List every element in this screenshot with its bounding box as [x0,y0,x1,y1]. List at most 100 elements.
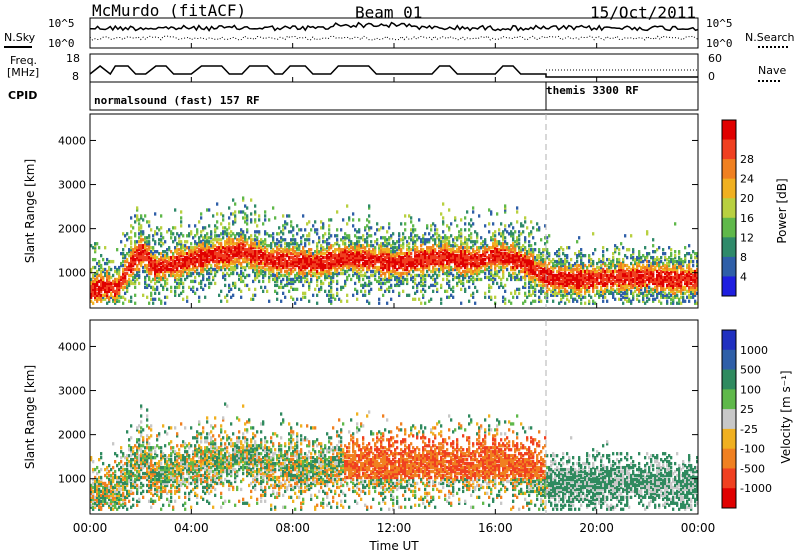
power-cell [528,255,531,260]
power-cell [272,261,275,266]
power-cell [652,297,655,301]
power-cell [254,240,257,244]
power-cell [490,273,493,278]
power-cell [518,250,521,254]
power-cell [486,255,489,260]
power-cell [498,248,501,252]
power-cell [154,267,157,272]
power-cell [498,242,501,246]
power-cell [448,226,451,230]
power-cell [358,271,361,276]
power-cell [646,283,649,288]
power-cell [494,255,497,260]
power-cell [648,277,651,282]
power-cell [490,285,493,290]
power-cell [346,250,349,254]
power-cell [474,263,477,268]
power-cell [556,285,559,290]
power-cell [566,259,569,264]
power-cell [612,271,615,276]
power-cell [436,273,439,278]
power-cell [184,263,187,268]
power-cell [404,263,407,268]
power-cell [126,232,129,236]
power-cell [132,259,135,264]
power-cell [340,259,343,264]
power-cell [126,257,129,262]
power-cell [488,285,491,290]
power-cell [222,236,225,240]
power-cell [538,253,541,258]
power-cell [154,265,157,270]
power-cell [264,261,267,266]
power-cell [450,267,453,272]
power-cell [506,267,509,272]
power-cell [120,261,123,266]
power-cell [136,267,139,272]
power-cell [466,244,469,248]
power-cell [408,293,411,297]
power-cell [150,261,153,266]
power-cell [414,291,417,295]
power-cell [416,261,419,266]
power-cell [560,261,563,266]
power-cell [142,253,145,258]
power-cell [464,259,467,264]
power-cell [576,291,579,295]
power-cell [490,263,493,268]
power-cell [110,293,113,297]
power-cell [382,259,385,264]
power-cell [154,240,157,244]
power-cell [352,259,355,264]
power-cell [300,267,303,272]
power-cell [134,275,137,280]
power-cell [234,283,237,288]
power-cell [152,252,155,256]
power-cell [326,242,329,246]
power-cell [288,289,291,293]
power-cell [164,279,167,284]
power-cell [622,285,625,290]
power-cell [182,281,185,286]
power-cell [138,253,141,258]
power-cell [312,293,315,297]
power-cell [602,246,605,250]
power-cell [604,287,607,292]
power-cell [260,259,263,264]
power-cell [122,301,125,305]
power-cell [114,297,117,301]
power-cell [268,269,271,274]
power-cell [342,255,345,260]
power-cell [104,281,107,286]
power-cell [524,263,527,268]
power-cell [134,240,137,244]
power-cell [488,248,491,252]
power-cell [462,275,465,280]
power-cell [512,248,515,252]
power-cell [190,273,193,278]
power-cell [592,285,595,290]
power-cell [514,240,517,244]
power-cell [400,257,403,262]
power-cell [606,273,609,278]
power-cell [134,244,137,248]
power-cell [402,263,405,268]
power-cell [400,281,403,286]
power-cell [266,259,269,264]
power-cell [328,267,331,272]
power-cell [158,275,161,280]
power-cell [184,252,187,256]
power-cell [210,230,213,234]
power-cell [352,242,355,246]
power-cell [508,252,511,256]
power-cell [378,275,381,280]
power-cell [172,232,175,236]
power-cell [520,248,523,252]
power-cell [464,269,467,274]
power-cell [146,273,149,278]
power-cell [604,263,607,268]
power-cell [470,246,473,250]
power-cell [516,255,519,260]
power-cell [362,257,365,262]
power-cell [456,261,459,266]
